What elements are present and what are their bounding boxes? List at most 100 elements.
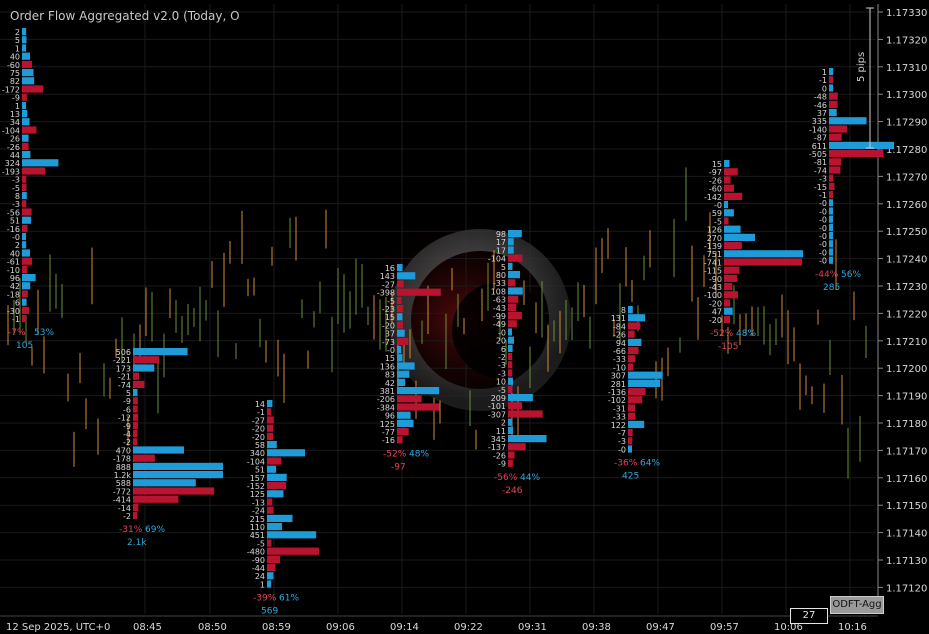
volume-bar — [829, 207, 833, 215]
volume-bar — [267, 482, 287, 490]
volume-bar — [267, 490, 284, 498]
volume-bar — [133, 389, 138, 397]
volume-bar — [133, 438, 138, 446]
volume-bar — [267, 531, 317, 539]
cluster-value: 42 — [385, 379, 395, 388]
volume-bar — [22, 134, 29, 142]
cluster-value: 345 — [491, 435, 506, 444]
volume-bar — [508, 394, 533, 402]
delta-volume: -105 — [718, 342, 738, 352]
y-axis-label: 1.17270 — [886, 172, 927, 183]
cluster-value: -101 — [488, 402, 506, 411]
volume-bar — [22, 60, 32, 68]
volume-bar — [724, 266, 740, 274]
cluster-value: -0 — [819, 224, 827, 233]
volume-bar — [397, 362, 415, 370]
volume-bar — [628, 306, 633, 314]
cluster-value: 59 — [712, 209, 722, 218]
cluster-value: -1 — [819, 76, 827, 85]
cluster-value: -74 — [814, 166, 827, 175]
x-axis-label: 10:16 — [838, 622, 867, 633]
buy-percent: 48% — [736, 329, 756, 339]
cluster-value: 37 — [385, 330, 395, 339]
cluster-value: -81 — [814, 158, 827, 167]
volume-bar — [267, 523, 282, 531]
y-axis-label: 1.17240 — [886, 255, 927, 266]
cluster-value: -0 — [819, 257, 827, 266]
cluster-value: 209 — [491, 394, 506, 403]
volume-bar — [133, 487, 215, 495]
volume-bar — [22, 249, 30, 257]
cluster-value: -16 — [7, 225, 20, 234]
cluster-value: -26 — [709, 176, 722, 185]
volume-bar — [267, 465, 277, 473]
delta-volume: 285 — [823, 283, 840, 293]
delta-volume: 2.1k — [127, 538, 147, 548]
cluster-value: -74 — [118, 381, 131, 390]
buy-percent: 64% — [640, 459, 660, 469]
cluster-value: -0 — [12, 233, 20, 242]
volume-bar — [508, 443, 526, 451]
volume-bar — [829, 248, 833, 256]
cluster-value: -43 — [709, 283, 722, 292]
volume-bar — [22, 69, 34, 77]
cluster-value: -27 — [382, 280, 395, 289]
volume-bar — [508, 295, 519, 303]
cluster-value: -26 — [613, 331, 626, 340]
cluster-value: -90 — [252, 556, 265, 565]
cluster-value: -480 — [247, 548, 265, 557]
cluster-value: -31 — [613, 404, 626, 413]
volume-bar — [133, 446, 184, 454]
cluster-value: -26 — [493, 451, 506, 460]
volume-bar — [508, 377, 513, 385]
cluster-value: 611 — [812, 142, 827, 151]
cluster-value: -10 — [7, 266, 20, 275]
cluster-value: 108 — [491, 287, 506, 296]
bar-counter[interactable]: 27 — [790, 608, 828, 624]
volume-bar — [508, 230, 522, 238]
volume-bar — [267, 432, 273, 440]
cluster-value: 340 — [250, 449, 265, 458]
cluster-value: 8 — [15, 192, 20, 201]
y-axis-label: 1.17160 — [886, 474, 927, 485]
cluster-value: -33 — [493, 279, 506, 288]
cluster-value: 1.2k — [114, 471, 132, 480]
cluster-value: -221 — [113, 356, 131, 365]
buy-percent: 44% — [520, 473, 540, 483]
volume-bar — [829, 92, 838, 100]
volume-bar — [133, 503, 139, 511]
cluster-value: -152 — [247, 482, 265, 491]
y-axis-label: 1.17140 — [886, 529, 927, 540]
volume-bar — [22, 93, 27, 101]
cluster-value: -20 — [252, 433, 265, 442]
volume-bar — [22, 36, 27, 44]
volume-bar — [267, 514, 293, 522]
volume-bar — [628, 420, 645, 428]
y-axis-label: 1.17280 — [886, 145, 927, 156]
x-axis-label: 09:38 — [582, 622, 611, 633]
cluster-value: -48 — [814, 93, 827, 102]
y-axis-label: 1.17250 — [886, 227, 927, 238]
volume-bar — [724, 201, 728, 209]
volume-bar — [829, 232, 833, 240]
cluster-value: 0 — [822, 84, 827, 93]
volume-bar — [22, 192, 27, 200]
cluster-value: -398 — [377, 289, 395, 298]
volume-bar — [724, 209, 734, 217]
volume-bar — [724, 250, 804, 258]
cluster-value: 96 — [10, 274, 20, 283]
volume-bar — [628, 429, 633, 437]
volume-bar — [628, 355, 636, 363]
cluster-value: -115 — [704, 267, 722, 276]
indicator-badge[interactable]: ODFT-Agg — [830, 596, 884, 614]
volume-bar — [133, 430, 138, 438]
volume-bar — [628, 445, 632, 453]
volume-bar — [508, 238, 514, 246]
volume-bar — [829, 133, 842, 141]
cluster-value: 215 — [250, 515, 265, 524]
volume-bar — [22, 142, 29, 150]
cluster-value: 40 — [10, 249, 20, 258]
cluster-value: -3 — [12, 176, 20, 185]
cluster-value: -0 — [498, 328, 506, 337]
